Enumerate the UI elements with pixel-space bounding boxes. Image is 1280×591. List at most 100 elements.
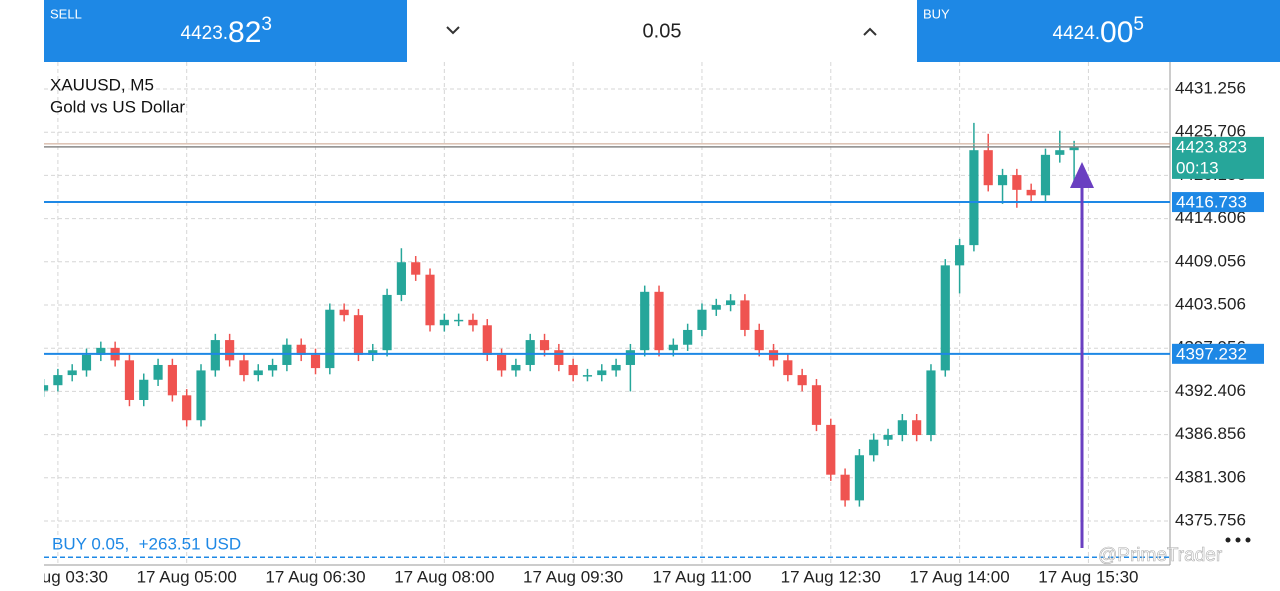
y-tick-label: 4375.756 <box>1175 510 1246 529</box>
candle-body <box>81 354 92 371</box>
x-tick-label: 17 Aug 05:00 <box>137 567 237 586</box>
candle-body <box>53 375 63 386</box>
candle-body <box>368 350 378 355</box>
candle-body <box>883 435 893 440</box>
candle-body <box>897 420 907 436</box>
candle-body <box>768 350 779 361</box>
candle-body <box>697 309 707 330</box>
candle-body <box>539 340 550 351</box>
candle-body <box>67 370 77 376</box>
current-price-label: 4423.823 <box>1176 137 1247 156</box>
current-price-box <box>1172 136 1264 179</box>
x-axis: 17 Aug 03:30 17 Aug 05:00 17 Aug 06:30 17 A… <box>8 567 1139 586</box>
candle-body <box>754 329 764 351</box>
sell-price-main: 4423. <box>181 23 229 44</box>
buy-button[interactable] <box>917 0 1280 62</box>
candle-body <box>711 305 721 310</box>
candle-body <box>44 385 49 391</box>
candle-body <box>310 354 321 369</box>
sell-price: 4423.823 <box>181 14 273 49</box>
candle-body <box>1012 175 1022 190</box>
volume-up[interactable] <box>863 27 877 36</box>
candle-body <box>940 265 950 371</box>
candle-body <box>969 150 979 246</box>
x-tick-label: 17 Aug 15:30 <box>1038 567 1138 586</box>
x-tick-label: 17 Aug 11:00 <box>652 567 751 586</box>
candle-body <box>955 245 965 266</box>
y-tick-label: 4403.506 <box>1175 294 1246 313</box>
candle-body <box>210 340 220 371</box>
candle-body <box>425 274 435 326</box>
more-menu[interactable] <box>1225 537 1251 543</box>
candle-body <box>597 370 607 376</box>
candle-body <box>411 262 421 275</box>
candle-body <box>568 364 578 376</box>
sell-price-sup: 3 <box>261 14 272 35</box>
candle-body <box>468 319 478 326</box>
candle-body <box>497 354 507 371</box>
order-label: BUY 0.05, +263.51 USD <box>52 535 241 554</box>
candle-body <box>1040 154 1051 196</box>
candle-body <box>325 309 335 369</box>
candle-body <box>654 291 664 351</box>
chart-subtitle: Gold vs US Dollar <box>50 97 185 116</box>
candle-body <box>482 325 492 355</box>
candle-body <box>611 364 621 371</box>
level-label-box <box>1172 192 1264 213</box>
candle-body <box>196 370 206 421</box>
candle-body <box>396 262 406 295</box>
plot <box>44 122 1079 507</box>
y-tick-label: 4431.256 <box>1175 79 1246 98</box>
candle-body <box>525 340 535 365</box>
candle-body <box>826 424 836 475</box>
candle-body <box>840 474 850 501</box>
sell-button[interactable] <box>44 0 407 62</box>
candle-body <box>296 344 306 355</box>
candle-body <box>783 360 793 376</box>
level-label-box <box>1172 343 1264 364</box>
buy-price: 4424.005 <box>1053 14 1145 49</box>
buy-price-big: 00 <box>1100 16 1133 49</box>
y-tick-label: 4414.606 <box>1175 208 1246 227</box>
annotation-arrowhead <box>1070 162 1094 188</box>
candle-body <box>926 370 936 436</box>
candle-body <box>167 364 177 396</box>
candle-body <box>139 379 149 400</box>
volume-down[interactable] <box>446 26 460 35</box>
buy-price-sup: 5 <box>1133 14 1144 35</box>
candle-body <box>983 150 993 186</box>
candle-body <box>239 360 249 376</box>
candle-body <box>454 319 464 322</box>
y-tick-label: 4425.706 <box>1175 122 1246 141</box>
y-tick-label: 4409.056 <box>1175 251 1246 270</box>
x-tick-label: 17 Aug 08:00 <box>394 567 494 586</box>
candle-body <box>912 420 922 436</box>
level-label: 4416.733 <box>1176 193 1247 212</box>
bar-timer: 00:13 <box>1176 158 1219 177</box>
x-tick-label: 17 Aug 03:30 <box>8 567 108 586</box>
candle-body <box>683 329 693 345</box>
candle-body <box>439 319 449 326</box>
y-tick-label: 4381.306 <box>1175 467 1246 486</box>
y-tick-label: 4386.856 <box>1175 424 1246 443</box>
candle-body <box>225 340 235 361</box>
y-tick-label: 4392.406 <box>1175 381 1246 400</box>
grid <box>44 62 1170 565</box>
candle-body <box>797 375 807 386</box>
candle-body <box>997 175 1008 186</box>
candle-body <box>96 347 106 355</box>
watermark: @PrimeTrader <box>1098 545 1223 566</box>
volume[interactable]: 0.05 <box>643 20 682 42</box>
buy-label: BUY <box>923 6 950 21</box>
candle-body <box>282 344 292 365</box>
candle-body <box>726 300 736 306</box>
candle-body <box>554 350 564 365</box>
candle-body <box>854 455 864 501</box>
candle-body <box>1055 150 1065 155</box>
level-label: 4397.232 <box>1176 344 1247 363</box>
x-tick-label: 17 Aug 09:30 <box>523 567 623 586</box>
overlay: 4416.733 4397.232 4423.823 00:13 BUY 0.05, +… <box>44 136 1264 566</box>
buy-price-main: 4424. <box>1053 23 1101 44</box>
